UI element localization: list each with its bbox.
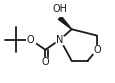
Text: N: N bbox=[56, 35, 63, 44]
Text: OH: OH bbox=[52, 4, 67, 14]
Text: O: O bbox=[41, 57, 49, 67]
Text: O: O bbox=[92, 45, 100, 55]
Polygon shape bbox=[58, 17, 71, 29]
Text: O: O bbox=[27, 35, 34, 44]
